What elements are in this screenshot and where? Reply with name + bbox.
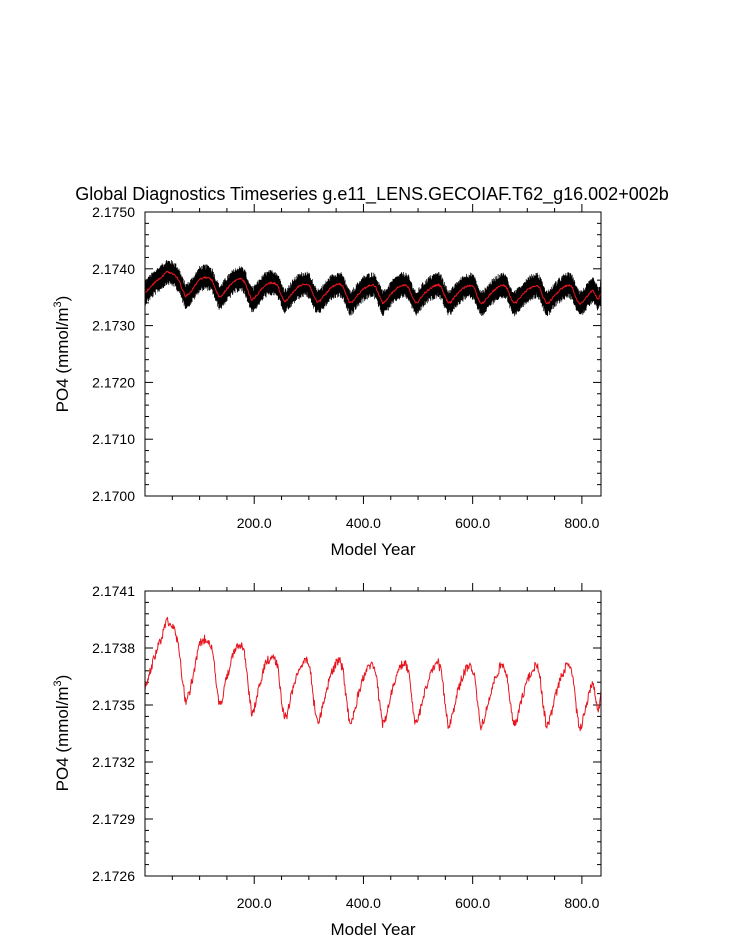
x-tick-label: 600.0	[455, 515, 490, 531]
y-axis-title-top-main: PO4 (mmol/m	[53, 307, 72, 412]
y-axis-title-bottom-end: )	[53, 675, 72, 681]
y-axis-title-top-sup: 3	[52, 301, 64, 307]
y-tick-label: 2.1720	[92, 374, 135, 390]
series-line-annual-mean	[144, 270, 602, 305]
y-tick-label: 2.1750	[92, 204, 135, 220]
chart-panel-bottom: 2.1726 2.1729 2.1732 2.1735 2.1738 2.1741 200.…	[52, 583, 602, 939]
x-tick-label: 800.0	[564, 515, 599, 531]
y-axis-title-top-end: )	[53, 296, 72, 302]
y-tick-label: 2.1726	[92, 868, 135, 884]
y-tick-label: 2.1732	[92, 754, 135, 770]
y-tick-label: 2.1740	[92, 261, 135, 277]
plot-frame-bottom	[144, 590, 602, 877]
chart-panel-bottom-ticks	[145, 583, 601, 884]
y-tick-label: 2.1729	[92, 811, 135, 827]
y-tick-label: 2.1710	[92, 431, 135, 447]
chart-panel-top-series	[144, 259, 602, 317]
x-tick-label: 200.0	[237, 895, 272, 911]
chart-panel-top: Global Diagnostics Timeseries g.e11_LENS…	[52, 184, 669, 559]
y-tick-label: 2.1741	[92, 583, 135, 599]
y-tick-label: 2.1700	[92, 488, 135, 504]
series-line-monthly	[144, 259, 602, 317]
x-tick-label: 200.0	[237, 515, 272, 531]
x-axis-title-bottom: Model Year	[330, 920, 415, 939]
y-axis-title-bottom-main: PO4 (mmol/m	[53, 686, 72, 791]
chart-title: Global Diagnostics Timeseries g.e11_LENS…	[75, 184, 669, 205]
chart-panel-bottom-tick-labels: 2.1726 2.1729 2.1732 2.1735 2.1738 2.1741 200.…	[92, 583, 599, 911]
plot-frame-top	[144, 211, 602, 497]
y-axis-title-top: PO4 (mmol/m3)	[52, 296, 72, 413]
y-tick-label: 2.1735	[92, 697, 135, 713]
y-axis-title-bottom-sup: 3	[52, 680, 64, 686]
chart-panel-top-tick-labels: 2.1700 2.1710 2.1720 2.1730 2.1740 2.1750 200.…	[92, 204, 599, 531]
chart-panel-bottom-series	[144, 616, 602, 732]
y-tick-label: 2.1730	[92, 318, 135, 334]
x-tick-label: 800.0	[564, 895, 599, 911]
x-tick-label: 400.0	[346, 515, 381, 531]
x-axis-title-top: Model Year	[330, 540, 415, 559]
x-tick-label: 600.0	[455, 895, 490, 911]
x-tick-label: 400.0	[346, 895, 381, 911]
series-line-annual-mean	[144, 616, 602, 732]
chart-panel-top-ticks	[145, 204, 601, 504]
y-axis-title-bottom: PO4 (mmol/m3)	[52, 675, 72, 792]
y-tick-label: 2.1738	[92, 640, 135, 656]
